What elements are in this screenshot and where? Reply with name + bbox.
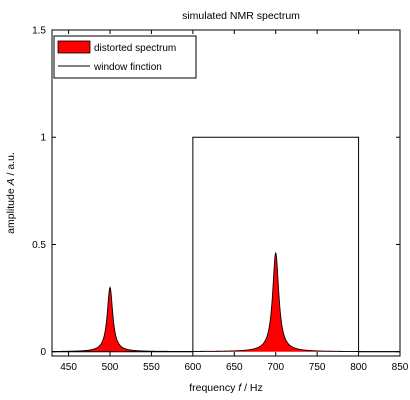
y-axis-label: amplitude A / a.u. bbox=[5, 152, 17, 234]
legend-label-distorted-spectrum: distorted spectrum bbox=[94, 43, 176, 54]
x-tick-label: 450 bbox=[60, 362, 77, 373]
series-window-function bbox=[52, 136, 400, 353]
x-tick-label: 600 bbox=[185, 362, 202, 373]
x-axis: 450 500 550 600 650 700 750 800 850 bbox=[60, 30, 409, 373]
window-function-line bbox=[52, 136, 400, 353]
x-axis-label: frequency f / Hz bbox=[189, 382, 263, 394]
x-tick-label: 650 bbox=[226, 362, 243, 373]
plot-area bbox=[52, 30, 400, 356]
y-tick-label: 1 bbox=[40, 133, 46, 144]
x-tick-label: 850 bbox=[392, 362, 409, 373]
legend-label-window-function: window finction bbox=[93, 62, 162, 73]
y-tick-label: 1.5 bbox=[32, 26, 46, 37]
x-tick-label: 750 bbox=[309, 362, 326, 373]
legend: distorted spectrum window finction bbox=[53, 35, 197, 79]
chart-title: simulated NMR spectrum bbox=[182, 10, 300, 22]
spectrum-line bbox=[52, 251, 400, 353]
series-distorted-spectrum bbox=[52, 251, 400, 353]
y-tick-label: 0.5 bbox=[32, 240, 46, 251]
legend-swatch-distorted-spectrum bbox=[57, 40, 91, 54]
plot-frame bbox=[51, 29, 401, 357]
x-tick-label: 550 bbox=[143, 362, 160, 373]
x-tick-label: 700 bbox=[267, 362, 284, 373]
x-tick-label: 800 bbox=[350, 362, 367, 373]
y-axis: 0 0.5 1 1.5 bbox=[32, 26, 400, 358]
y-tick-label: 0 bbox=[40, 347, 46, 358]
x-tick-label: 500 bbox=[102, 362, 119, 373]
